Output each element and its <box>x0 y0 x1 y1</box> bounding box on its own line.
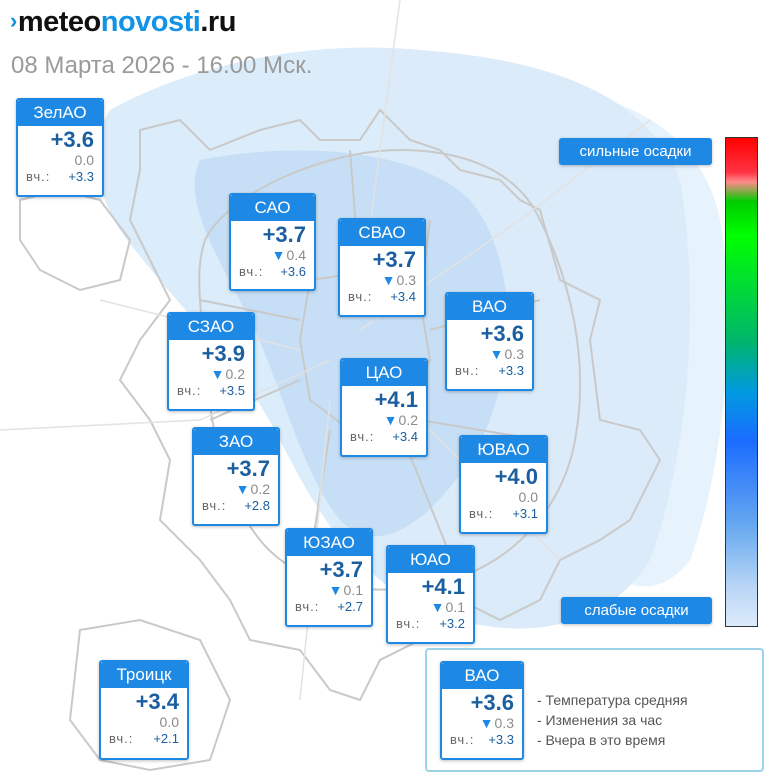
district-temp: +3.4 <box>135 689 179 714</box>
district-change: ▼0.4 <box>271 247 306 263</box>
district-change: 0.0 <box>74 152 94 168</box>
trend-icon: ▼ <box>479 715 494 731</box>
district-yesterday: вч.: +2.7 <box>295 599 363 614</box>
district-zao: ЗАО +3.7 ▼0.2 вч.: +2.8 <box>192 427 280 526</box>
date-label: 08 Марта 2026 - 16.00 Мск. <box>11 52 313 79</box>
district-cao: ЦАО +4.1 ▼0.2 вч.: +3.4 <box>340 358 428 457</box>
district-name: ЮЗАО <box>287 530 371 556</box>
trend-icon: ▼ <box>271 247 286 263</box>
site-logo[interactable]: ›meteonovosti.ru <box>10 6 236 38</box>
trend-icon: ▼ <box>430 599 445 615</box>
district-zelao: ЗелАО +3.6 0.0 вч.: +3.3 <box>16 98 104 197</box>
district-change: ▼0.3 <box>381 272 416 288</box>
district-temp: +3.7 <box>262 222 306 247</box>
district-temp: +4.1 <box>374 387 418 412</box>
district-yuao: ЮАО +4.1 ▼0.1 вч.: +3.2 <box>386 545 475 644</box>
district-change: ▼0.1 <box>328 582 363 598</box>
district-temp: +4.0 <box>494 464 538 489</box>
district-change: ▼0.3 <box>479 715 514 731</box>
district-yesterday: вч.: +3.4 <box>350 429 418 444</box>
district-temp: +4.1 <box>421 574 465 599</box>
district-name: ЮАО <box>388 547 473 573</box>
logo-mark-icon: › <box>10 8 17 33</box>
trend-icon: ▼ <box>235 481 250 497</box>
legend-item-yesterday: - Вчера в это время <box>537 732 666 748</box>
district-yesterday: вч.: +3.3 <box>26 169 94 184</box>
district-yesterday: вч.: +3.4 <box>348 289 416 304</box>
district-change: 0.0 <box>518 489 538 505</box>
district-temp: +3.6 <box>480 321 524 346</box>
district-name: САО <box>231 195 314 221</box>
district-vao: ВАО +3.6 ▼0.3 вч.: +3.3 <box>445 292 534 391</box>
district-yesterday: вч.: +3.3 <box>450 732 514 747</box>
district-change: ▼0.3 <box>489 346 524 362</box>
legend-sample-district: ВАО +3.6 ▼0.3 вч.: +3.3 <box>440 661 524 760</box>
light-precip-label: слабые осадки <box>561 597 712 624</box>
district-yesterday: вч.: +3.3 <box>455 363 524 378</box>
district-temp: +3.7 <box>319 557 363 582</box>
district-name: ЦАО <box>342 360 426 386</box>
district-temp: +3.7 <box>372 247 416 272</box>
trend-icon: ▼ <box>383 412 398 428</box>
district-yesterday: вч.: +3.2 <box>396 616 465 631</box>
district-name: Троицк <box>101 662 187 688</box>
district-szao: СЗАО +3.9 ▼0.2 вч.: +3.5 <box>167 312 255 411</box>
district-yesterday: вч.: +3.5 <box>177 383 245 398</box>
district-name: ЮВАО <box>461 437 546 463</box>
heavy-precip-label: сильные осадки <box>559 138 712 165</box>
district-yesterday: вч.: +2.8 <box>202 498 270 513</box>
legend-box: ВАО +3.6 ▼0.3 вч.: +3.3 - Температура сре… <box>425 648 764 772</box>
district-change: ▼0.2 <box>210 366 245 382</box>
district-name: СЗАО <box>169 314 253 340</box>
district-name: ВАО <box>447 294 532 320</box>
district-temp: +3.6 <box>50 127 94 152</box>
district-sao: САО +3.7 ▼0.4 вч.: +3.6 <box>229 193 316 291</box>
district-yuvao: ЮВАО +4.0 0.0 вч.: +3.1 <box>459 435 548 534</box>
district-temp: +3.7 <box>226 456 270 481</box>
district-name: ЗАО <box>194 429 278 455</box>
trend-icon: ▼ <box>489 346 504 362</box>
district-change: ▼0.2 <box>383 412 418 428</box>
district-change: 0.0 <box>159 714 179 730</box>
trend-icon: ▼ <box>381 272 396 288</box>
district-yesterday: вч.: +3.6 <box>239 264 306 279</box>
district-change: ▼0.1 <box>430 599 465 615</box>
precipitation-colorbar <box>725 137 758 627</box>
district-temp: +3.9 <box>201 341 245 366</box>
district-troitsk: Троицк +3.4 0.0 вч.: +2.1 <box>99 660 189 760</box>
district-name: ВАО <box>442 663 522 689</box>
district-svao: СВАО +3.7 ▼0.3 вч.: +3.4 <box>338 218 426 317</box>
district-yesterday: вч.: +3.1 <box>469 506 538 521</box>
trend-icon: ▼ <box>210 366 225 382</box>
district-name: СВАО <box>340 220 424 246</box>
district-change: ▼0.2 <box>235 481 270 497</box>
district-yuzao: ЮЗАО +3.7 ▼0.1 вч.: +2.7 <box>285 528 373 627</box>
district-name: ЗелАО <box>18 100 102 126</box>
district-temp: +3.6 <box>470 690 514 715</box>
district-yesterday: вч.: +2.1 <box>109 731 179 746</box>
trend-icon: ▼ <box>328 582 343 598</box>
legend-item-change: - Изменения за час <box>537 712 663 728</box>
legend-items: - Температура средняя - Изменения за час… <box>537 690 688 750</box>
legend-item-temp: - Температура средняя <box>537 692 688 708</box>
